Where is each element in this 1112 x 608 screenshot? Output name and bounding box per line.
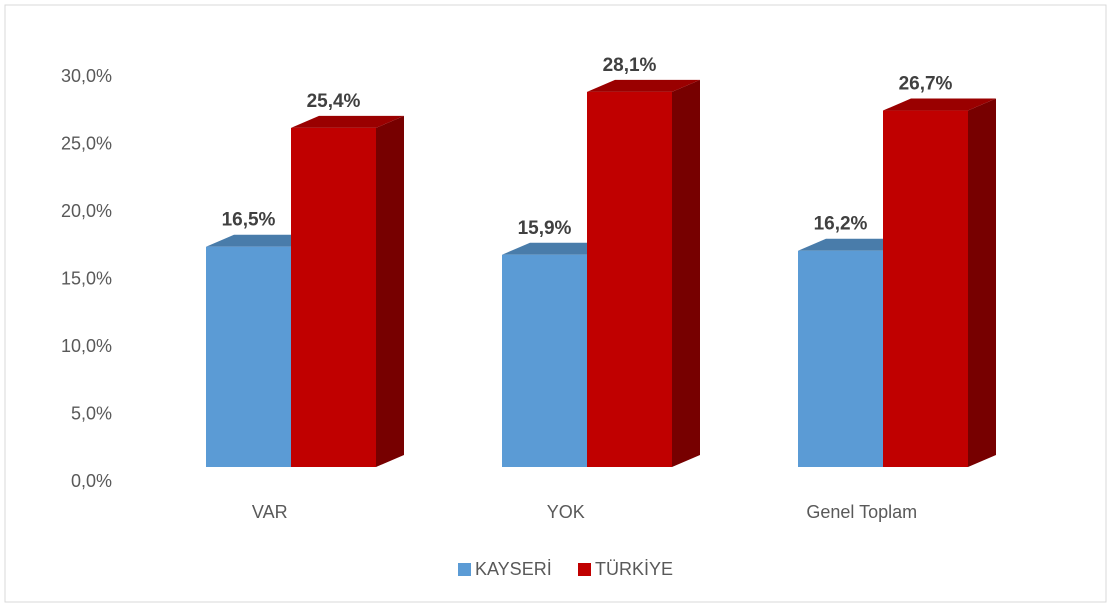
value-label: 25,4% [307, 91, 361, 112]
value-label: 26,7% [899, 74, 953, 95]
x-tick-label: Genel Toplam [806, 502, 917, 522]
legend-label: KAYSERİ [475, 559, 552, 579]
y-tick-label: 15,0% [61, 268, 112, 288]
y-tick-label: 30,0% [61, 66, 112, 86]
bar-side [672, 79, 700, 468]
bar-side [968, 98, 996, 468]
bar-top [587, 79, 700, 92]
legend-swatch [578, 563, 591, 576]
bar-top [883, 98, 996, 111]
bar-top [206, 234, 319, 247]
x-tick-label: YOK [547, 502, 585, 522]
bar [291, 127, 376, 467]
bar [883, 110, 968, 468]
bar [798, 250, 883, 467]
y-tick-label: 20,0% [61, 201, 112, 221]
value-label: 16,5% [222, 210, 276, 231]
bar-top [502, 242, 615, 255]
bar-top [798, 238, 911, 251]
y-tick-label: 10,0% [61, 336, 112, 356]
y-tick-label: 0,0% [71, 471, 112, 491]
bar-top [291, 115, 404, 128]
bar [502, 254, 587, 467]
legend-label: TÜRKİYE [595, 559, 673, 579]
value-label: 28,1% [603, 55, 657, 76]
y-tick-label: 25,0% [61, 133, 112, 153]
value-label: 15,9% [518, 218, 572, 239]
x-tick-label: VAR [252, 502, 288, 522]
bar [587, 91, 672, 468]
legend-swatch [458, 563, 471, 576]
y-tick-label: 5,0% [71, 403, 112, 423]
bar [206, 246, 291, 467]
bar-side [376, 115, 404, 467]
value-label: 16,2% [814, 214, 868, 235]
